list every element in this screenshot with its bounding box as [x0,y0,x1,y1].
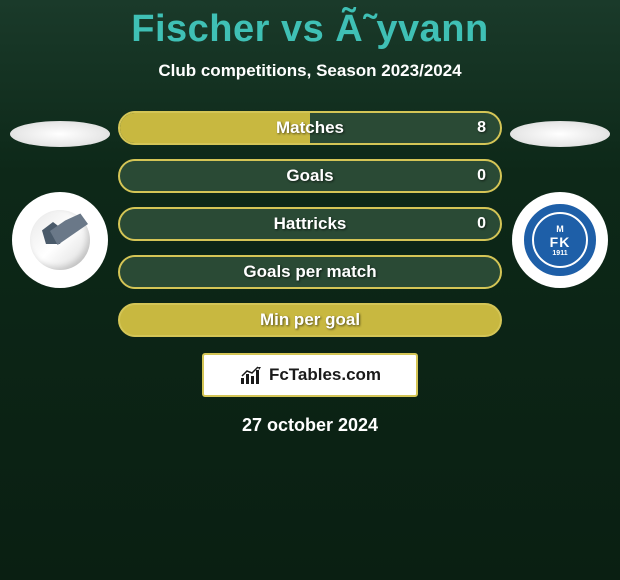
page-title: Fischer vs Ã˜yvann [0,8,620,51]
subtitle: Club competitions, Season 2023/2024 [0,61,620,81]
left-column [10,111,110,288]
molde-inner: M FK 1911 [532,212,588,268]
brand-text: FcTables.com [269,365,381,385]
molde-text: FK [550,234,571,250]
stat-bar: Min per goal [118,303,502,337]
player-ellipse-left [10,121,110,147]
left-club-badge [12,192,108,288]
stat-label: Matches [276,118,344,138]
stat-bar: Hattricks 0 [118,207,502,241]
molde-m: M [556,224,564,234]
main-row: Matches 8 Goals 0 Hattricks 0 Goals per match M… [0,111,620,337]
stat-label: Min per goal [260,310,360,330]
stat-label: Hattricks [274,214,347,234]
right-club-badge: M FK 1911 [512,192,608,288]
player-ellipse-right [510,121,610,147]
comparison-widget: Fischer vs Ã˜yvann Club competitions, Se… [0,0,620,436]
date-text: 27 october 2024 [0,415,620,436]
stat-label: Goals [286,166,333,186]
molde-year: 1911 [552,250,567,257]
stat-value: 0 [477,215,486,233]
stat-bar: Goals 0 [118,159,502,193]
stat-value: 8 [477,119,486,137]
chart-icon [239,364,263,386]
stat-label: Goals per match [243,262,376,282]
right-column: M FK 1911 [510,111,610,288]
stat-bar: Goals per match [118,255,502,289]
stats-column: Matches 8 Goals 0 Hattricks 0 Goals per match M… [110,111,510,337]
brand-box[interactable]: FcTables.com [202,353,418,397]
molde-badge: M FK 1911 [521,201,599,279]
stat-bar: Matches 8 [118,111,502,145]
stat-value: 0 [477,167,486,185]
